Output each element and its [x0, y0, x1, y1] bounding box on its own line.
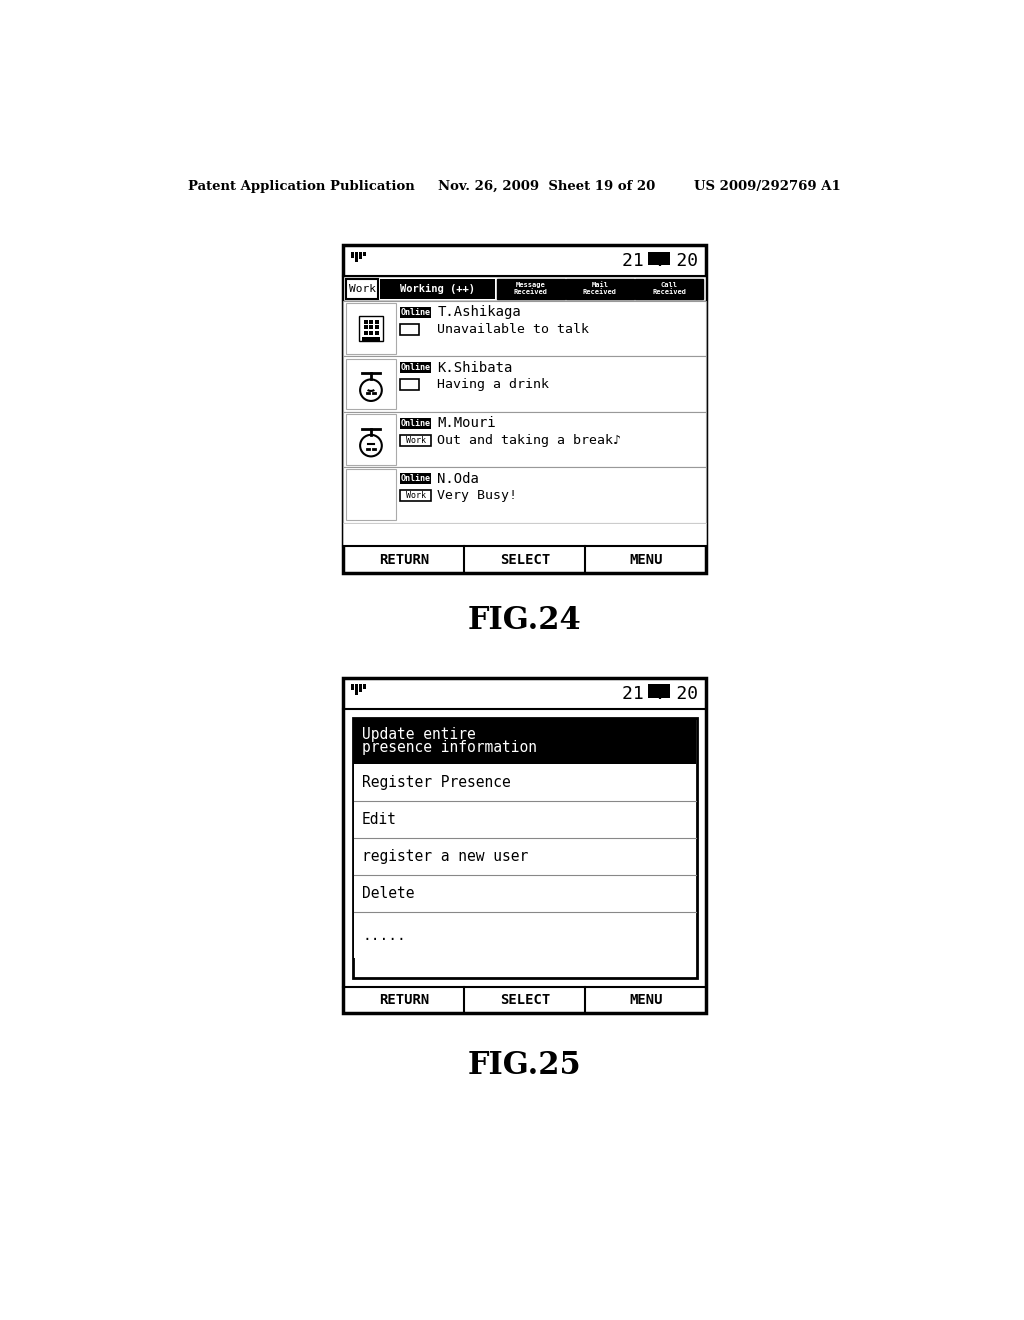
Bar — [351, 684, 354, 690]
Text: Having a drink: Having a drink — [437, 379, 549, 391]
Text: 21 : 20: 21 : 20 — [623, 685, 698, 702]
Text: register a new user: register a new user — [362, 849, 528, 865]
Bar — [400, 490, 431, 502]
Text: Work: Work — [406, 436, 426, 445]
Bar — [362, 252, 366, 256]
Text: N.Oda: N.Oda — [437, 471, 479, 486]
Bar — [343, 276, 707, 301]
Bar — [343, 467, 707, 523]
Text: MENU: MENU — [629, 993, 663, 1007]
Bar — [346, 359, 396, 409]
Text: MENU: MENU — [629, 553, 663, 566]
Bar — [351, 252, 354, 257]
Bar — [346, 279, 378, 298]
Bar — [361, 337, 380, 342]
Text: Message
Received: Message Received — [514, 282, 548, 296]
Text: SELECT: SELECT — [500, 553, 550, 566]
Text: K.Shibata: K.Shibata — [437, 360, 513, 375]
Bar — [346, 414, 396, 465]
Bar — [359, 684, 362, 692]
Text: presence information: presence information — [362, 741, 537, 755]
Bar — [355, 684, 358, 696]
Text: Out and taking a break♪: Out and taking a break♪ — [437, 434, 622, 446]
Bar — [400, 418, 431, 429]
Bar — [370, 331, 374, 335]
Bar — [364, 331, 368, 335]
Text: Patent Application Publication: Patent Application Publication — [188, 180, 415, 193]
Text: Online: Online — [400, 363, 430, 372]
Bar — [497, 279, 564, 298]
Text: Mail
Received: Mail Received — [583, 282, 617, 296]
Bar — [359, 252, 362, 259]
Bar — [353, 875, 696, 912]
Bar — [370, 326, 374, 330]
Text: 21 : 20: 21 : 20 — [623, 252, 698, 269]
Text: Update entire: Update entire — [362, 727, 476, 742]
Bar — [353, 801, 696, 838]
Text: Unavailable to talk: Unavailable to talk — [437, 323, 589, 335]
Bar — [375, 326, 379, 330]
Bar — [380, 279, 495, 298]
Text: Working (++): Working (++) — [399, 284, 475, 293]
Text: FIG.25: FIG.25 — [468, 1049, 582, 1081]
Text: Work: Work — [348, 284, 376, 293]
Bar — [355, 252, 358, 263]
Bar — [400, 474, 431, 484]
Bar — [400, 434, 431, 446]
Bar — [400, 363, 431, 374]
Text: FIG.24: FIG.24 — [468, 605, 582, 636]
Bar — [400, 323, 419, 335]
Text: Online: Online — [400, 474, 430, 483]
Bar — [343, 301, 707, 356]
Bar — [343, 678, 707, 1014]
Bar — [343, 246, 707, 573]
Text: SELECT: SELECT — [500, 993, 550, 1007]
Text: M.Mouri: M.Mouri — [437, 416, 496, 430]
Text: Online: Online — [400, 308, 430, 317]
Bar — [370, 321, 374, 323]
Text: RETURN: RETURN — [379, 553, 429, 566]
Bar — [346, 304, 396, 354]
Bar — [566, 279, 634, 298]
Bar — [362, 684, 366, 689]
Text: Nov. 26, 2009  Sheet 19 of 20: Nov. 26, 2009 Sheet 19 of 20 — [438, 180, 655, 193]
Bar — [364, 321, 368, 323]
Bar — [353, 764, 696, 801]
Bar — [375, 321, 379, 323]
Text: Delete: Delete — [362, 886, 415, 902]
Text: Work: Work — [406, 491, 426, 500]
Text: .....: ..... — [362, 928, 406, 942]
Bar — [353, 912, 696, 958]
Bar — [364, 326, 368, 330]
Bar — [346, 470, 396, 520]
Bar — [400, 379, 419, 391]
Text: Register Presence: Register Presence — [362, 775, 511, 791]
Bar — [352, 718, 697, 978]
Bar — [343, 523, 707, 546]
Bar — [375, 331, 379, 335]
Text: Call
Received: Call Received — [652, 282, 686, 296]
Text: US 2009/292769 A1: US 2009/292769 A1 — [693, 180, 841, 193]
Bar — [353, 838, 696, 875]
Text: Very Busy!: Very Busy! — [437, 490, 517, 502]
Text: Edit: Edit — [362, 812, 397, 828]
Text: T.Ashikaga: T.Ashikaga — [437, 305, 521, 319]
Bar — [400, 308, 431, 318]
Bar — [343, 356, 707, 412]
Bar — [343, 412, 707, 467]
Bar — [648, 684, 670, 698]
Text: RETURN: RETURN — [379, 993, 429, 1007]
Bar — [635, 279, 703, 298]
Text: Online: Online — [400, 418, 430, 428]
Bar — [648, 252, 670, 265]
Bar — [358, 317, 383, 341]
Bar — [353, 718, 696, 764]
